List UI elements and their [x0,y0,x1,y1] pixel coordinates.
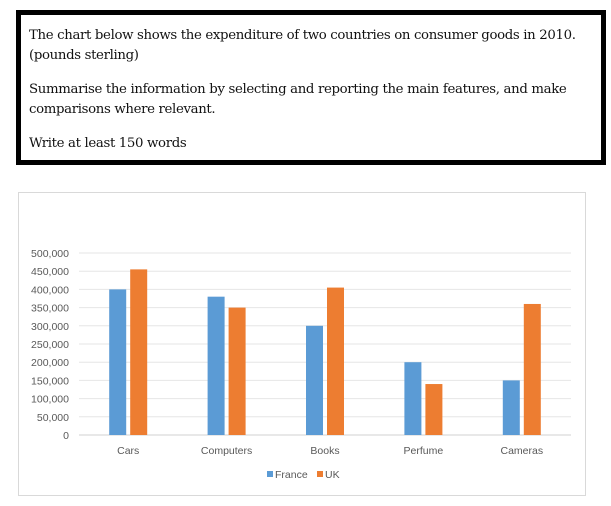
y-tick-label: 300,000 [31,321,69,333]
y-tick-label: 0 [63,430,69,442]
legend-label-uk: UK [325,469,340,481]
x-tick-label: Computers [201,445,252,457]
y-tick-label: 250,000 [31,339,69,351]
bar-france-cars [109,289,127,435]
bar-uk-cameras [523,303,541,435]
legend-swatch-france [267,471,273,477]
y-tick-label: 50,000 [37,412,69,424]
x-tick-label: Perfume [404,445,444,457]
y-tick-label: 500,000 [31,248,69,260]
bar-uk-books [327,287,344,435]
y-tick-label: 100,000 [31,394,69,406]
task-word-count: Write at least 150 words [29,136,187,151]
y-tick-label: 150,000 [31,375,69,387]
y-tick-label: 200,000 [31,357,69,369]
x-tick-label: Books [310,445,339,457]
y-tick-label: 400,000 [31,284,69,296]
x-tick-label: Cars [117,445,139,457]
bar-france-perfume [404,362,422,435]
chart-frame: 0 50,000 100,000 150,000 200,000 250,000 300,0… [18,192,586,496]
legend-label-france: France [275,469,308,481]
bar-france-books [306,325,323,435]
y-tick-label: 350,000 [31,303,69,315]
bar-uk-cars [130,269,148,435]
task-instruction: Summarise the information by selecting a… [29,82,567,117]
bar-france-cameras [502,380,520,435]
legend-swatch-uk [317,471,323,477]
bar-uk-perfume [425,384,443,435]
task-description: The chart below shows the expenditure of… [29,28,576,63]
bar-france-computers [207,296,225,435]
bar-uk-computers [228,307,246,435]
y-tick-label: 450,000 [31,266,69,278]
bar-chart: 0 50,000 100,000 150,000 200,000 250,000 300,0… [31,248,571,481]
task-prompt-box: The chart below shows the expenditure of… [16,10,606,165]
x-tick-label: Cameras [500,445,543,457]
